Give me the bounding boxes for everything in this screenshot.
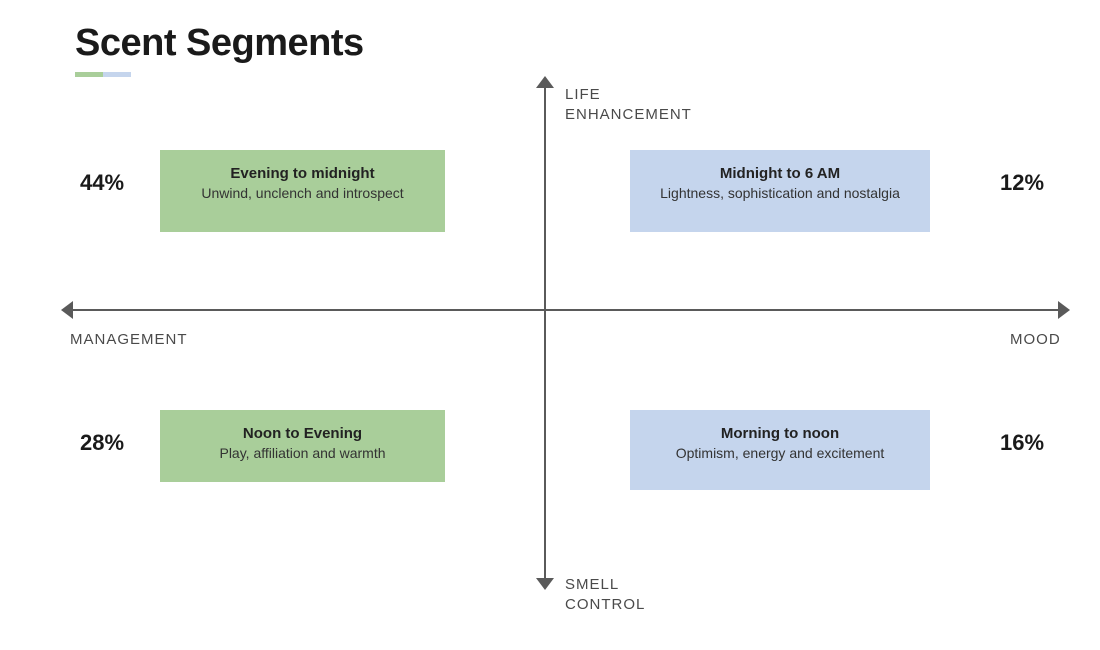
axis-label-left: MANAGEMENT (70, 330, 188, 350)
page-title: Scent Segments (75, 22, 364, 65)
pct-bottom-left: 28% (80, 430, 124, 456)
segment-bottom-left: Noon to Evening Play, affiliation and wa… (160, 410, 445, 482)
segment-title: Noon to Evening (172, 424, 433, 444)
pct-bottom-right: 16% (1000, 430, 1044, 456)
segment-bottom-right: Morning to noon Optimism, energy and exc… (630, 410, 930, 490)
underline-seg-2 (103, 72, 131, 77)
segment-title: Midnight to 6 AM (642, 164, 918, 184)
underline-seg-1 (75, 72, 103, 77)
segment-desc: Play, affiliation and warmth (172, 444, 433, 463)
segment-desc: Lightness, sophistication and nostalgia (642, 184, 918, 203)
pct-top-left: 44% (80, 170, 124, 196)
segment-desc: Optimism, energy and excitement (642, 444, 918, 463)
segment-title: Morning to noon (642, 424, 918, 444)
title-underline (75, 72, 131, 77)
segment-title: Evening to midnight (172, 164, 433, 184)
segment-top-left: Evening to midnight Unwind, unclench and… (160, 150, 445, 232)
axis-label-bottom: SMELL CONTROL (565, 575, 645, 614)
segment-top-right: Midnight to 6 AM Lightness, sophisticati… (630, 150, 930, 232)
arrow-right-icon (1058, 301, 1070, 319)
arrow-left-icon (61, 301, 73, 319)
axis-label-right: MOOD (1010, 330, 1061, 350)
y-axis (544, 85, 547, 580)
pct-top-right: 12% (1000, 170, 1044, 196)
axis-label-top: LIFE ENHANCEMENT (565, 85, 692, 124)
x-axis (70, 309, 1060, 312)
segment-desc: Unwind, unclench and introspect (172, 184, 433, 203)
arrow-up-icon (536, 76, 554, 88)
arrow-down-icon (536, 578, 554, 590)
